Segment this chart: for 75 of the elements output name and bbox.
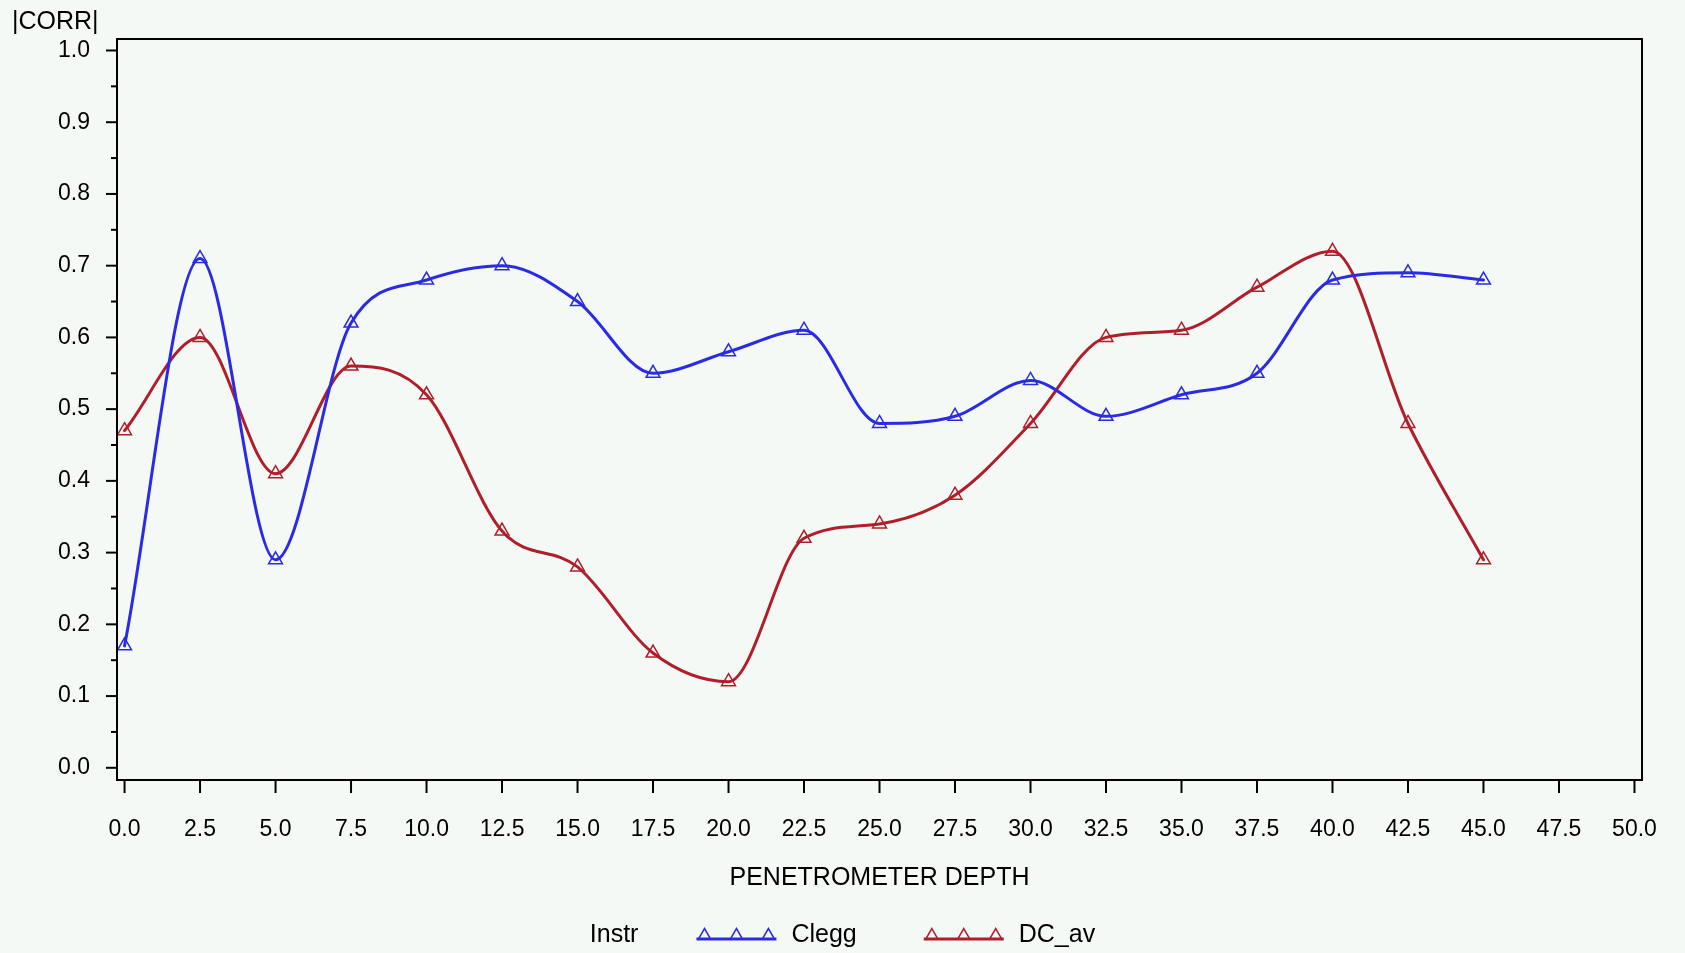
point bbox=[645, 644, 661, 658]
point bbox=[1324, 271, 1341, 285]
x-axis-title: PENETROMETER DEPTH bbox=[729, 861, 1030, 890]
y-tick-label: 1.0 bbox=[58, 35, 90, 62]
x-tick-label: 12.5 bbox=[479, 815, 525, 842]
y-tick-label: 0.9 bbox=[58, 107, 90, 134]
y-tick-label: 0.4 bbox=[58, 466, 91, 493]
point bbox=[1098, 328, 1114, 343]
point bbox=[796, 321, 812, 335]
point bbox=[343, 357, 359, 371]
x-tick-label: 5.0 bbox=[259, 815, 292, 842]
point bbox=[871, 414, 888, 429]
y-tick-label: 0.2 bbox=[58, 609, 90, 636]
point bbox=[720, 672, 737, 687]
point bbox=[267, 551, 284, 565]
y-tick-label: 0.7 bbox=[58, 251, 90, 278]
point bbox=[117, 637, 133, 651]
y-axis-title: |CORR| bbox=[12, 5, 99, 34]
x-tick-label: 10.0 bbox=[404, 815, 449, 842]
x-tick-label: 35.0 bbox=[1159, 815, 1204, 842]
x-tick-label: 32.5 bbox=[1083, 815, 1129, 842]
y-tick-label: 0.0 bbox=[58, 753, 90, 780]
x-tick-label: 50.0 bbox=[1612, 815, 1657, 842]
point bbox=[343, 314, 359, 328]
point bbox=[645, 364, 661, 379]
y-tick-label: 0.1 bbox=[58, 681, 90, 708]
point bbox=[117, 421, 133, 436]
point bbox=[192, 249, 208, 264]
point bbox=[1400, 414, 1416, 429]
x-tick-label: 0.0 bbox=[108, 815, 141, 842]
point bbox=[494, 522, 510, 536]
point bbox=[1475, 271, 1492, 285]
point bbox=[418, 386, 435, 400]
x-tick-label: 25.0 bbox=[857, 815, 902, 842]
point bbox=[1400, 264, 1416, 278]
point bbox=[947, 486, 963, 500]
y-tick-label: 0.5 bbox=[58, 394, 90, 421]
x-tick-label: 2.5 bbox=[184, 815, 217, 842]
point bbox=[871, 515, 888, 529]
point bbox=[720, 343, 737, 357]
x-tick-label: 37.5 bbox=[1234, 815, 1280, 842]
x-tick-label: 15.0 bbox=[555, 815, 600, 842]
point bbox=[796, 529, 812, 544]
x-tick-label: 17.5 bbox=[630, 815, 676, 842]
y-tick-label: 0.8 bbox=[58, 179, 90, 206]
point bbox=[494, 256, 510, 271]
point bbox=[1022, 371, 1039, 386]
point bbox=[1249, 364, 1265, 379]
legend-label: Clegg bbox=[791, 918, 857, 947]
x-tick-label: 20.0 bbox=[706, 815, 751, 842]
point bbox=[947, 407, 963, 422]
x-tick-label: 22.5 bbox=[781, 815, 827, 842]
point bbox=[192, 328, 208, 343]
point bbox=[418, 271, 435, 285]
point bbox=[1173, 386, 1190, 400]
point bbox=[1324, 242, 1341, 257]
point bbox=[569, 558, 586, 572]
x-tick-label: 30.0 bbox=[1008, 815, 1053, 842]
x-tick-label: 47.5 bbox=[1536, 815, 1582, 842]
y-tick-label: 0.3 bbox=[58, 537, 90, 564]
point bbox=[1475, 551, 1492, 565]
x-tick-label: 45.0 bbox=[1461, 815, 1506, 842]
x-tick-label: 7.5 bbox=[335, 815, 368, 842]
x-tick-label: 27.5 bbox=[932, 815, 978, 842]
point bbox=[1173, 321, 1190, 335]
point bbox=[267, 464, 284, 479]
legend-title: Instr bbox=[589, 918, 639, 947]
x-tick-label: 40.0 bbox=[1310, 815, 1355, 842]
legend-label: DC_av bbox=[1018, 918, 1096, 947]
point bbox=[1022, 414, 1039, 429]
point bbox=[1249, 278, 1265, 292]
y-tick-label: 0.6 bbox=[58, 322, 90, 349]
x-tick-label: 42.5 bbox=[1385, 815, 1431, 842]
point bbox=[1098, 407, 1114, 422]
point bbox=[569, 292, 586, 307]
